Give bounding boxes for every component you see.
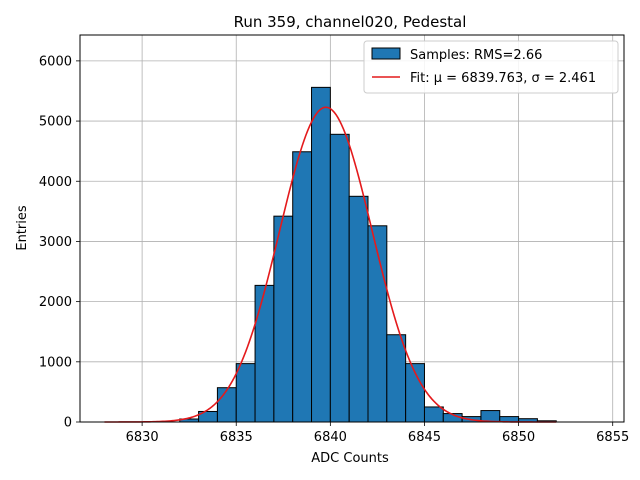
x-tick-label-2: 6840 <box>314 430 347 445</box>
histogram-bar-12 <box>329 133 350 423</box>
histogram-bar-11 <box>311 86 331 423</box>
histogram-bar-6 <box>216 387 237 423</box>
legend-swatch-samples <box>371 47 401 60</box>
legend-box <box>363 40 619 94</box>
y-tick-label-0: 0 <box>64 416 72 431</box>
legend-label-fit: Fit: μ = 6839.763, σ = 2.461 <box>410 71 596 86</box>
y-tick-label-6: 6000 <box>39 54 72 69</box>
histogram-bar-10 <box>292 151 313 423</box>
x-tick-label-0: 6830 <box>126 430 159 445</box>
plot-frame <box>79 34 625 423</box>
y-tick-label-2: 2000 <box>39 295 72 310</box>
fit-curve <box>104 106 557 423</box>
x-tick-label-5: 6855 <box>596 430 629 445</box>
x-axis-label: ADC Counts <box>311 451 389 466</box>
x-tick-label-4: 6850 <box>502 430 535 445</box>
legend-label-samples: Samples: RMS=2.66 <box>410 48 542 63</box>
x-axis-ticks: 6830 6835 6840 6845 6850 6855 <box>126 422 629 445</box>
histogram-bar-15 <box>386 334 407 423</box>
legend: Samples: RMS=2.66 Fit: μ = 6839.763, σ =… <box>363 40 619 94</box>
y-axis-ticks: 0 1000 2000 3000 4000 5000 6000 <box>39 54 80 431</box>
chart-title: Run 359, channel020, Pedestal <box>234 13 467 31</box>
x-tick-label-3: 6845 <box>408 430 441 445</box>
histogram-bar-7 <box>235 363 256 423</box>
histogram-bar-8 <box>254 284 275 423</box>
y-tick-label-3: 3000 <box>39 235 72 250</box>
histogram-bars <box>179 86 557 423</box>
histogram-bar-9 <box>273 215 294 423</box>
y-tick-label-1: 1000 <box>39 355 72 370</box>
y-tick-label-5: 5000 <box>39 115 72 130</box>
x-tick-label-1: 6835 <box>220 430 253 445</box>
histogram-bar-13 <box>348 195 369 423</box>
y-axis-label: Entries <box>15 205 30 251</box>
y-tick-label-4: 4000 <box>39 175 72 190</box>
histogram-bar-17 <box>423 406 444 423</box>
